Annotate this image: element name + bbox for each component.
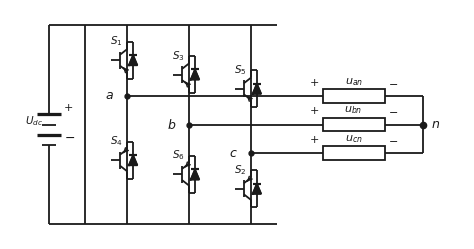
Text: +: + xyxy=(310,78,319,88)
Text: $-$: $-$ xyxy=(388,78,398,88)
Text: $-$: $-$ xyxy=(388,135,398,145)
Polygon shape xyxy=(253,84,261,94)
Text: $S_6$: $S_6$ xyxy=(172,149,185,163)
Text: $S_5$: $S_5$ xyxy=(234,63,246,77)
Text: $-$: $-$ xyxy=(64,130,75,144)
Text: $S_2$: $S_2$ xyxy=(234,163,246,177)
Text: +: + xyxy=(310,135,319,145)
Polygon shape xyxy=(129,155,137,165)
Bar xyxy=(323,146,384,160)
Polygon shape xyxy=(191,169,199,180)
Text: $a$: $a$ xyxy=(105,89,114,102)
Text: $n$: $n$ xyxy=(431,118,440,131)
Text: +: + xyxy=(64,103,73,113)
Text: $u_{bn}$: $u_{bn}$ xyxy=(345,104,363,116)
Bar xyxy=(323,118,384,131)
Bar xyxy=(323,89,384,103)
Text: $S_3$: $S_3$ xyxy=(172,49,185,62)
Text: +: + xyxy=(310,106,319,116)
Text: $c$: $c$ xyxy=(229,147,238,160)
Text: $b$: $b$ xyxy=(167,118,176,131)
Text: $U_{dc}$: $U_{dc}$ xyxy=(25,115,43,128)
Text: $S_4$: $S_4$ xyxy=(110,134,123,148)
Text: $S_1$: $S_1$ xyxy=(110,34,123,48)
Polygon shape xyxy=(253,184,261,194)
Text: $-$: $-$ xyxy=(388,106,398,116)
Polygon shape xyxy=(191,69,199,80)
Polygon shape xyxy=(129,55,137,65)
Text: $u_{cn}$: $u_{cn}$ xyxy=(345,133,363,145)
Text: $u_{an}$: $u_{an}$ xyxy=(345,76,363,88)
